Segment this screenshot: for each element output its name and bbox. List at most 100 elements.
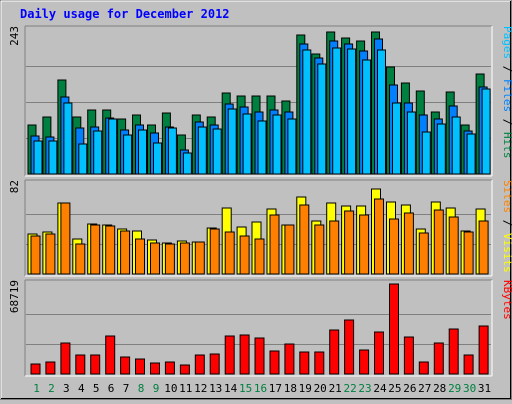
chart-panels: 243 Pages / Files / Hits 82 Sites / Visits 6… [8, 25, 512, 377]
bar-sites-day-16 [254, 238, 265, 275]
bar-sites-day-26 [403, 212, 414, 275]
bar-pages-day-16 [257, 120, 267, 175]
panel-hits-files-pages: 243 Pages / Files / Hits [8, 25, 512, 177]
x-tick-label: 29 [448, 382, 461, 395]
bar-pages-day-27 [421, 131, 431, 175]
series-legend-label: KBytes [501, 280, 512, 320]
bar-pages-day-9 [153, 142, 162, 175]
bar-pages-day-21 [332, 47, 342, 175]
y-max-label: 243 [8, 26, 21, 46]
bar-sites-day-5 [90, 224, 101, 275]
bar-kbytes-day-4 [75, 354, 86, 375]
bar-sites-day-19 [299, 204, 310, 275]
bar-sites-day-8 [135, 238, 145, 275]
x-tick-label: 31 [478, 382, 491, 395]
x-tick-label: 28 [433, 382, 446, 395]
bar-pages-day-17 [272, 114, 282, 175]
bar-kbytes-day-8 [135, 358, 145, 375]
bar-kbytes-day-3 [60, 342, 71, 375]
y-max-label: 68719 [8, 280, 21, 313]
bar-pages-day-25 [392, 102, 401, 175]
x-tick-label: 19 [299, 382, 312, 395]
bar-pages-day-15 [242, 113, 252, 175]
x-tick-label: 18 [284, 382, 297, 395]
bar-pages-day-30 [466, 133, 476, 175]
bar-pages-day-4 [78, 143, 88, 175]
bar-kbytes-day-25 [389, 283, 399, 375]
bar-pages-day-19 [302, 49, 312, 175]
x-tick-label: 2 [48, 382, 55, 395]
x-tick-label: 4 [78, 382, 85, 395]
bar-sites-day-23 [359, 214, 370, 275]
x-tick-label: 13 [209, 382, 222, 395]
legend-part: Files [501, 79, 512, 112]
bar-sites-day-15 [239, 235, 250, 275]
x-axis-labels: 1 2 3 4 5 6 7 8 9 10 11 12 13 14 15 16 17 18 19 20 21 22 23 24 2… [33, 382, 491, 395]
bar-sites-day-4 [75, 243, 86, 275]
x-tick-label: 12 [194, 382, 207, 395]
bar-pages-day-7 [123, 134, 133, 175]
bar-pages-day-22 [347, 48, 357, 175]
bar-pages-day-14 [227, 108, 237, 175]
bar-pages-day-24 [377, 49, 386, 175]
bar-sites-day-31 [478, 220, 489, 275]
bar-kbytes-day-18 [284, 343, 295, 375]
bar-sites-day-24 [374, 198, 384, 275]
bar-pages-day-8 [138, 129, 147, 175]
x-tick-label: 1 [33, 382, 40, 395]
bar-sites-day-10 [164, 243, 175, 275]
bar-sites-day-3 [60, 202, 71, 275]
bar-pages-day-6 [108, 118, 118, 175]
bar-sites-day-18 [284, 224, 295, 275]
legend-part: / [501, 112, 512, 132]
bar-kbytes-day-15 [239, 334, 250, 375]
bar-kbytes-day-9 [150, 362, 160, 375]
series-legend-label: Sites / Visits [501, 180, 512, 273]
bar-sites-day-1 [30, 235, 41, 275]
bar-kbytes-day-29 [448, 328, 459, 375]
bar-sites-day-7 [120, 230, 131, 275]
bar-sites-day-20 [314, 224, 325, 275]
x-tick-label: 16 [254, 382, 267, 395]
bar-pages-day-3 [63, 102, 73, 175]
bar-kbytes-day-24 [374, 331, 384, 375]
x-tick-label: 14 [224, 382, 238, 395]
bar-pages-day-26 [406, 111, 416, 175]
series-legend-label: Pages / Files / Hits [501, 26, 512, 159]
bar-sites-day-9 [150, 242, 160, 275]
x-tick-label: 27 [418, 382, 431, 395]
bar-sites-day-21 [329, 220, 340, 275]
series-kbytes [30, 283, 489, 375]
bar-sites-day-25 [389, 218, 399, 275]
bar-sites-day-12 [194, 241, 205, 275]
bar-kbytes-day-20 [314, 351, 325, 375]
bar-kbytes-day-23 [359, 349, 370, 375]
bar-pages-day-12 [197, 126, 207, 175]
bar-sites-day-29 [448, 216, 459, 275]
x-tick-label: 11 [179, 382, 192, 395]
bar-kbytes-day-6 [105, 335, 116, 375]
bar-kbytes-day-21 [329, 329, 340, 375]
legend-part: Visits [501, 233, 512, 273]
x-tick-label: 26 [403, 382, 416, 395]
bar-sites-day-2 [45, 233, 56, 275]
x-tick-label: 25 [388, 382, 401, 395]
bar-pages-day-31 [481, 88, 491, 175]
bar-kbytes-day-1 [30, 363, 41, 375]
bar-pages-day-23 [362, 59, 372, 175]
bar-kbytes-day-19 [299, 351, 310, 375]
legend-part: Sites [501, 180, 512, 213]
bar-kbytes-day-10 [164, 361, 175, 375]
x-tick-label: 24 [373, 382, 387, 395]
x-tick-label: 9 [153, 382, 160, 395]
bar-sites-day-22 [344, 210, 355, 275]
legend-part: Pages [501, 26, 512, 59]
x-tick-label: 20 [314, 382, 327, 395]
bar-sites-day-6 [105, 225, 116, 275]
bar-pages-day-10 [167, 127, 177, 175]
bar-kbytes-day-12 [194, 354, 205, 375]
bar-kbytes-day-11 [179, 364, 190, 375]
x-tick-label: 23 [358, 382, 371, 395]
